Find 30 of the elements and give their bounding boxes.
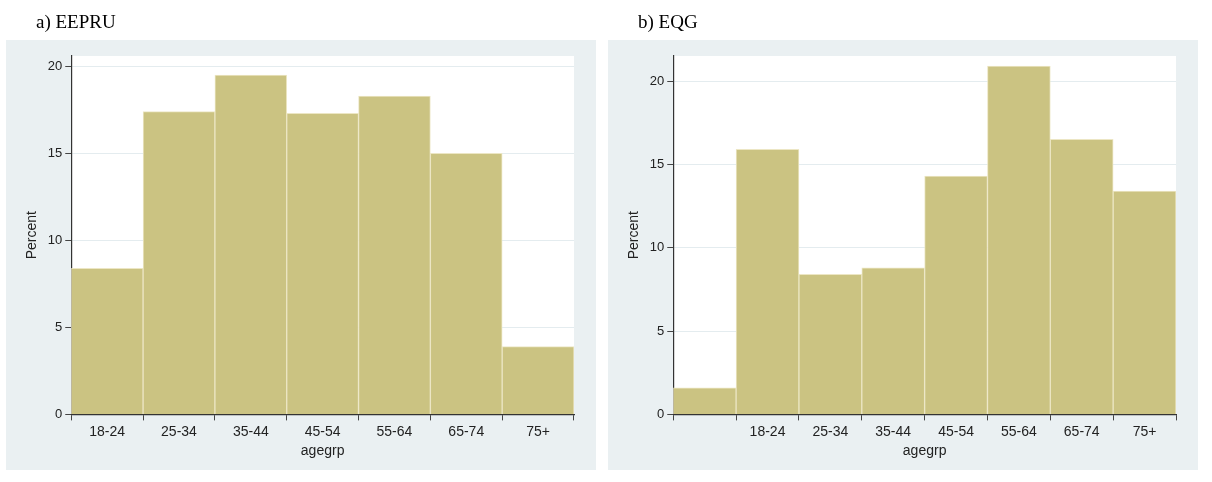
chart-title: a) EEPRU [35, 10, 117, 34]
x-tick-label: 25-34 [161, 422, 198, 439]
y-tick-label: 15 [47, 145, 63, 161]
y-axis-title: Percent [625, 210, 642, 260]
x-tick-label: 65-74 [1063, 422, 1100, 439]
x-tick-label: 25-34 [812, 422, 849, 439]
x-tick-label: 35-44 [875, 422, 912, 439]
x-tick-label: 55-64 [1000, 422, 1038, 439]
x-tick-label: 75+ [526, 422, 550, 439]
y-tick-label: 20 [649, 72, 665, 88]
x-tick-label: 18-24 [89, 422, 126, 439]
y-tick-label: 10 [649, 239, 665, 255]
y-tick-label: 0 [657, 405, 665, 421]
x-axis-title: agegrp [300, 442, 345, 459]
x-axis-title: agegrp [902, 442, 947, 459]
y-tick-label: 15 [649, 155, 665, 171]
x-tick-label: 45-54 [938, 422, 975, 439]
chart-title: b) EQG [637, 10, 699, 34]
x-tick-label: 75+ [1132, 422, 1157, 439]
x-tick-label: 65-74 [448, 422, 485, 439]
x-tick-label: 55-64 [376, 422, 413, 439]
y-tick-label: 5 [657, 322, 665, 338]
y-tick-label: 20 [47, 58, 63, 74]
y-axis-title: Percent [23, 210, 40, 260]
y-tick-label: 0 [55, 405, 63, 421]
x-tick-label: 18-24 [749, 422, 786, 439]
y-tick-label: 5 [55, 318, 63, 334]
x-tick-label: 45-54 [304, 422, 341, 439]
x-tick-label: 35-44 [232, 422, 269, 439]
y-tick-label: 10 [47, 232, 63, 247]
